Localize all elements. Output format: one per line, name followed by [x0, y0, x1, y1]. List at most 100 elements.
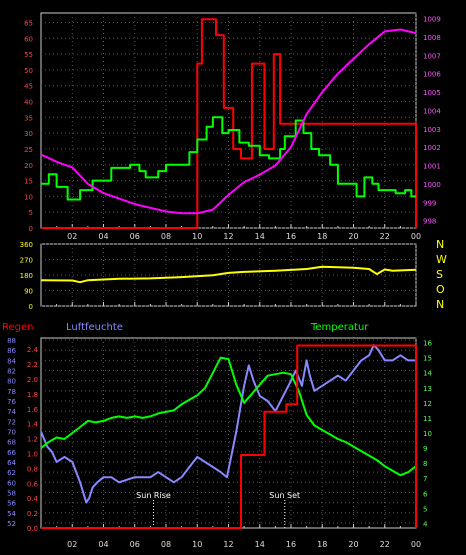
rain-y-tick-label: 1.2 [27, 436, 38, 444]
wind-speed-axis-label: Windstärke [5, 1, 62, 12]
rain-humidity-temp-x-tick-label: 08 [161, 540, 171, 549]
wind-pressure-x-tick-label: 06 [130, 232, 140, 241]
wind-pressure-x-tick-label: 22 [380, 232, 390, 241]
wind-y-tick-label: 40 [24, 99, 33, 107]
temperature-series [40, 356, 417, 477]
humidity-y-tick-label: 58 [7, 489, 16, 497]
rain-y-tick-label: 2.4 [27, 346, 39, 354]
humidity-y-tick-label: 52 [7, 520, 16, 528]
rain-humidity-temp-x-tick-label: 06 [130, 540, 140, 549]
rain-y-tick-label: 1.8 [27, 391, 38, 399]
temperature-y-tick-label: 8 [423, 460, 427, 468]
temperature-y-tick-label: 9 [423, 445, 427, 453]
wind-y-tick-label: 0 [29, 225, 33, 233]
humidity-y-tick-label: 72 [7, 418, 16, 426]
humidity-y-tick-label: 54 [7, 510, 16, 518]
compass-label-n1: N [436, 238, 445, 251]
rain-humidity-temp-x-tick-label: 00 [411, 540, 421, 549]
wind-pressure-x-tick-label: 04 [98, 232, 108, 241]
humidity-y-tick-label: 62 [7, 469, 16, 477]
humidity-y-tick-label: 68 [7, 439, 16, 447]
humidity-axis-label: Luftfeuchte [66, 322, 123, 333]
pressure-y-tick-label: 999 [423, 199, 436, 207]
rain-humidity-temp-x-tick-label: 22 [380, 540, 390, 549]
temperature-axis-label: Temperatur [311, 322, 369, 333]
sunrise-label: Sun Rise [136, 491, 171, 500]
rain-humidity-temp-x-tick-label: 12 [223, 540, 233, 549]
wind-pressure-x-tick-label: 08 [161, 232, 171, 241]
humidity-y-tick-label: 76 [7, 398, 16, 406]
rain-axis-label: Regen [2, 322, 34, 333]
compass-label-s: S [436, 268, 443, 281]
wind-direction-series [40, 265, 417, 284]
rain-y-tick-label: 2.0 [27, 376, 38, 384]
temperature-y-tick-label: 4 [423, 520, 428, 528]
rain-y-tick-label: 0.6 [27, 480, 39, 488]
rain-y-tick-label: 0.0 [27, 525, 38, 533]
pressure-y-tick-label: 998 [423, 218, 436, 226]
rain-y-tick-label: 2.2 [27, 361, 38, 369]
direction-y-tick-label: 90 [24, 288, 33, 296]
rain-humidity-temp-x-tick-label: 14 [255, 540, 265, 549]
pressure-y-tick-label: 1008 [423, 34, 441, 42]
humidity-y-tick-label: 60 [7, 479, 16, 487]
pressure-y-tick-label: 1003 [423, 126, 441, 134]
air-pressure-axis-label: Luftdruck [374, 1, 422, 12]
humidity-y-tick-label: 88 [7, 337, 16, 345]
wind-y-tick-label: 45 [24, 83, 33, 91]
compass-label-n2: N [436, 298, 445, 311]
wind-pressure-x-tick-label: 16 [286, 232, 296, 241]
temperature-y-tick-label: 13 [423, 385, 432, 393]
compass-label-o: O [436, 283, 445, 296]
wind-pressure-x-tick-label: 14 [255, 232, 265, 241]
wind-pressure-x-tick-label: 02 [67, 232, 77, 241]
temperature-y-tick-label: 15 [423, 355, 432, 363]
rain-series [41, 344, 417, 529]
temperature-y-tick-label: 12 [423, 400, 432, 408]
temperature-y-tick-label: 6 [423, 490, 428, 498]
humidity-y-tick-label: 82 [7, 368, 16, 376]
wind-y-tick-label: 55 [24, 51, 33, 59]
humidity-y-tick-label: 78 [7, 388, 16, 396]
wind-pressure-x-tick-label: 12 [223, 232, 233, 241]
rain-y-tick-label: 0.2 [27, 510, 38, 518]
humidity-y-tick-label: 80 [7, 378, 16, 386]
rain-humidity-temp-x-tick-label: 02 [67, 540, 77, 549]
pressure-y-tick-label: 1000 [423, 181, 441, 189]
humidity-y-tick-label: 74 [7, 408, 16, 416]
pressure-y-tick-label: 1002 [423, 144, 441, 152]
wind-pressure-x-tick-label: 10 [192, 232, 202, 241]
compass-label-w: W [436, 253, 447, 266]
temperature-y-tick-label: 7 [423, 475, 427, 483]
wind-y-tick-label: 35 [24, 114, 33, 122]
temperature-y-tick-label: 14 [423, 370, 432, 378]
rain-y-tick-label: 1.0 [27, 450, 38, 458]
pressure-y-tick-label: 1006 [423, 71, 441, 79]
sunset-label: Sun Set [269, 491, 300, 500]
humidity-y-tick-label: 86 [7, 347, 16, 355]
humidity-y-tick-label: 84 [7, 357, 16, 365]
rain-y-tick-label: 1.4 [27, 421, 39, 429]
temperature-y-tick-label: 5 [423, 505, 427, 513]
rain-humidity-temp-x-tick-label: 04 [98, 540, 108, 549]
wind-pressure-x-tick-label: 18 [317, 232, 327, 241]
temperature-y-tick-label: 10 [423, 430, 432, 438]
rain-y-tick-label: 0.8 [27, 465, 38, 473]
temperature-y-tick-label: 11 [423, 415, 432, 423]
rain-humidity-temp-x-tick-label: 20 [348, 540, 358, 549]
wind-avg-series [41, 116, 416, 201]
rain-y-tick-label: 0.4 [27, 495, 39, 503]
direction-y-tick-label: 360 [20, 241, 33, 249]
wind-y-tick-label: 50 [24, 67, 33, 75]
temperature-y-tick-label: 16 [423, 340, 432, 348]
wind-y-tick-label: 20 [24, 162, 33, 170]
pressure-y-tick-label: 1007 [423, 52, 441, 60]
humidity-y-tick-label: 70 [7, 428, 16, 436]
direction-y-tick-label: 270 [20, 257, 33, 265]
wind-pressure-x-tick-label: 00 [411, 232, 421, 241]
pressure-series [40, 28, 417, 215]
rain-y-tick-label: 1.6 [27, 406, 39, 414]
graph-title: 24 hours graph data, 23 November 2012 [172, 1, 378, 12]
